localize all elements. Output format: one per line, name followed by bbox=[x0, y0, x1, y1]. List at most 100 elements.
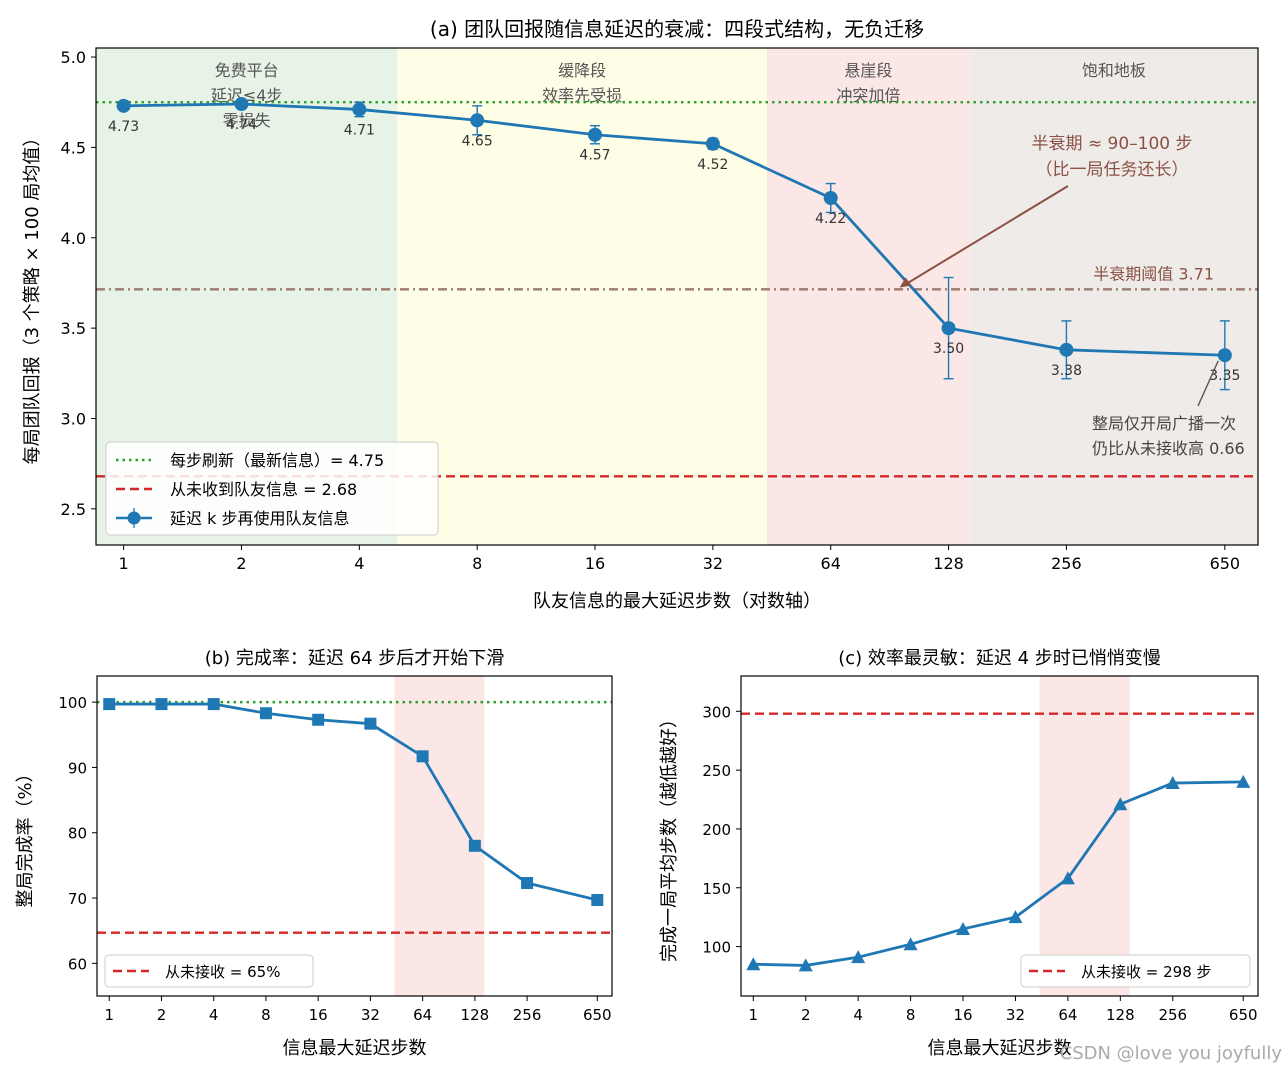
y-tick-label: 100 bbox=[702, 939, 731, 957]
x-tick-label: 1 bbox=[749, 1006, 759, 1024]
chart-title: (c) 效率最灵敏：延迟 4 步时已悄悄变慢 bbox=[838, 648, 1161, 669]
zone-label-line-0: 免费平台 bbox=[215, 61, 279, 80]
zone-label-line-0: 悬崖段 bbox=[844, 61, 892, 80]
zone-band bbox=[969, 48, 1258, 545]
data-point bbox=[312, 713, 325, 726]
chart-title: (b) 完成率：延迟 64 步后才开始下滑 bbox=[205, 648, 505, 669]
annotation-pointer bbox=[1197, 360, 1219, 407]
data-point bbox=[591, 894, 604, 906]
zone-label-line-0: 饱和地板 bbox=[1082, 61, 1146, 80]
y-tick-label: 250 bbox=[702, 762, 731, 780]
x-tick-label: 16 bbox=[953, 1006, 972, 1024]
y-tick-label: 4.0 bbox=[61, 229, 86, 248]
plot-frame bbox=[96, 675, 613, 997]
half-life-annotation-line-1: （比一局任务还长） bbox=[1036, 160, 1189, 180]
legend-label: 从未接收 = 298 步 bbox=[1081, 963, 1212, 981]
x-tick-label: 32 bbox=[1006, 1006, 1025, 1024]
x-tick-label: 32 bbox=[361, 1006, 380, 1024]
x-tick-label: 650 bbox=[583, 1006, 612, 1024]
x-tick-label: 4 bbox=[853, 1006, 863, 1024]
data-point bbox=[1217, 348, 1232, 363]
x-tick-label: 650 bbox=[1229, 1006, 1258, 1024]
legend: 从未接收 = 298 步 bbox=[1020, 954, 1251, 988]
zone-label-line-2: 零损失 bbox=[223, 111, 271, 130]
x-tick-label: 8 bbox=[906, 1006, 916, 1024]
zone-label-line-1: 效率先受损 bbox=[542, 86, 622, 105]
half-life-annotation-line-0: 半衰期 ≈ 90–100 步 bbox=[1031, 134, 1192, 154]
legend-label: 从未接收 = 65% bbox=[165, 963, 280, 981]
zone-label-line-1: 延迟≤4步 bbox=[211, 86, 283, 105]
y-tick-label: 3.5 bbox=[61, 319, 86, 338]
data-point bbox=[521, 877, 534, 890]
data-label: 4.52 bbox=[697, 157, 728, 173]
x-tick-label: 64 bbox=[821, 554, 841, 573]
data-point bbox=[851, 950, 866, 964]
cliff-band bbox=[394, 676, 485, 996]
data-point bbox=[155, 698, 168, 711]
y-tick-label: 60 bbox=[68, 955, 87, 973]
x-tick-label: 2 bbox=[801, 1006, 811, 1024]
y-tick-label: 80 bbox=[68, 825, 87, 843]
x-tick-label: 1 bbox=[104, 1006, 114, 1024]
cliff-band bbox=[1039, 676, 1130, 996]
y-tick-label: 200 bbox=[702, 821, 731, 839]
legend-label: 从未收到队友信息 = 2.68 bbox=[170, 480, 357, 499]
data-point bbox=[259, 707, 272, 720]
series-line bbox=[109, 702, 598, 902]
data-point bbox=[364, 717, 377, 730]
x-tick-label: 650 bbox=[1210, 554, 1241, 573]
x-tick-label: 4 bbox=[354, 554, 364, 573]
x-tick-label: 16 bbox=[585, 554, 605, 573]
x-tick-label: 2 bbox=[236, 554, 246, 573]
zone-label-line-1: 冲突加倍 bbox=[836, 86, 900, 105]
data-label: 4.65 bbox=[462, 133, 493, 149]
threshold-label: 半衰期阈值 3.71 bbox=[1093, 264, 1214, 283]
x-tick-label: 64 bbox=[413, 1006, 432, 1024]
broadcast-annotation-line-1: 仍比从未接收高 0.66 bbox=[1092, 439, 1245, 458]
series-line bbox=[123, 102, 1225, 357]
panel-b: 从未接收 = 65% 1 2 4 8 16 32 64 128 256 650 60 70 80 90 100… bbox=[15, 648, 613, 1059]
data-point bbox=[352, 102, 367, 117]
y-tick-label: 4.5 bbox=[61, 138, 86, 157]
y-tick-label: 150 bbox=[702, 880, 731, 898]
data-point bbox=[468, 839, 481, 852]
watermark: CSDN @love you joyfully bbox=[1060, 1043, 1283, 1064]
legend-box bbox=[104, 954, 314, 988]
data-label: 3.38 bbox=[1051, 363, 1082, 379]
data-label: 3.35 bbox=[1209, 368, 1240, 384]
zone-label-line-0: 缓降段 bbox=[558, 61, 606, 80]
x-tick-label: 128 bbox=[933, 554, 964, 573]
y-tick-label: 3.0 bbox=[61, 409, 86, 428]
x-tick-label: 128 bbox=[461, 1006, 490, 1024]
data-point bbox=[823, 191, 838, 206]
data-point bbox=[798, 958, 813, 972]
plot-frame bbox=[740, 675, 1259, 997]
x-axis-label: 信息最大延迟步数 bbox=[283, 1038, 427, 1059]
y-axis-label: 每局团队回报（3 个策略 × 100 局均值） bbox=[22, 129, 43, 465]
x-tick-label: 256 bbox=[1051, 554, 1082, 573]
x-tick-label: 128 bbox=[1106, 1006, 1135, 1024]
data-label: 4.74 bbox=[226, 117, 257, 133]
data-point bbox=[207, 698, 220, 711]
data-point bbox=[1236, 774, 1251, 788]
legend-box bbox=[1020, 954, 1251, 988]
arrow-head bbox=[899, 277, 912, 288]
y-tick-label: 70 bbox=[68, 890, 87, 908]
x-tick-label: 64 bbox=[1058, 1006, 1077, 1024]
x-tick-label: 8 bbox=[472, 554, 482, 573]
data-label: 4.71 bbox=[344, 122, 375, 138]
legend: 每步刷新（最新信息）= 4.75 从未收到队友信息 = 2.68 延迟 k 步再使用… bbox=[105, 441, 439, 536]
y-tick-label: 300 bbox=[702, 703, 731, 721]
chart-title: (a) 团队回报随信息延迟的衰减：四段式结构，无负迁移 bbox=[430, 17, 924, 41]
legend-label: 延迟 k 步再使用队友信息 bbox=[170, 509, 349, 528]
data-label: 4.22 bbox=[815, 211, 846, 227]
zone-band bbox=[767, 48, 970, 545]
y-tick-label: 2.5 bbox=[61, 500, 86, 519]
x-tick-label: 256 bbox=[1158, 1006, 1187, 1024]
legend-label: 每步刷新（最新信息）= 4.75 bbox=[170, 451, 384, 470]
data-point bbox=[903, 937, 918, 951]
x-tick-label: 4 bbox=[209, 1006, 219, 1024]
y-axis-label: 完成一局平均步数（越低越好） bbox=[659, 710, 680, 962]
annotation-arrow bbox=[903, 185, 1069, 287]
